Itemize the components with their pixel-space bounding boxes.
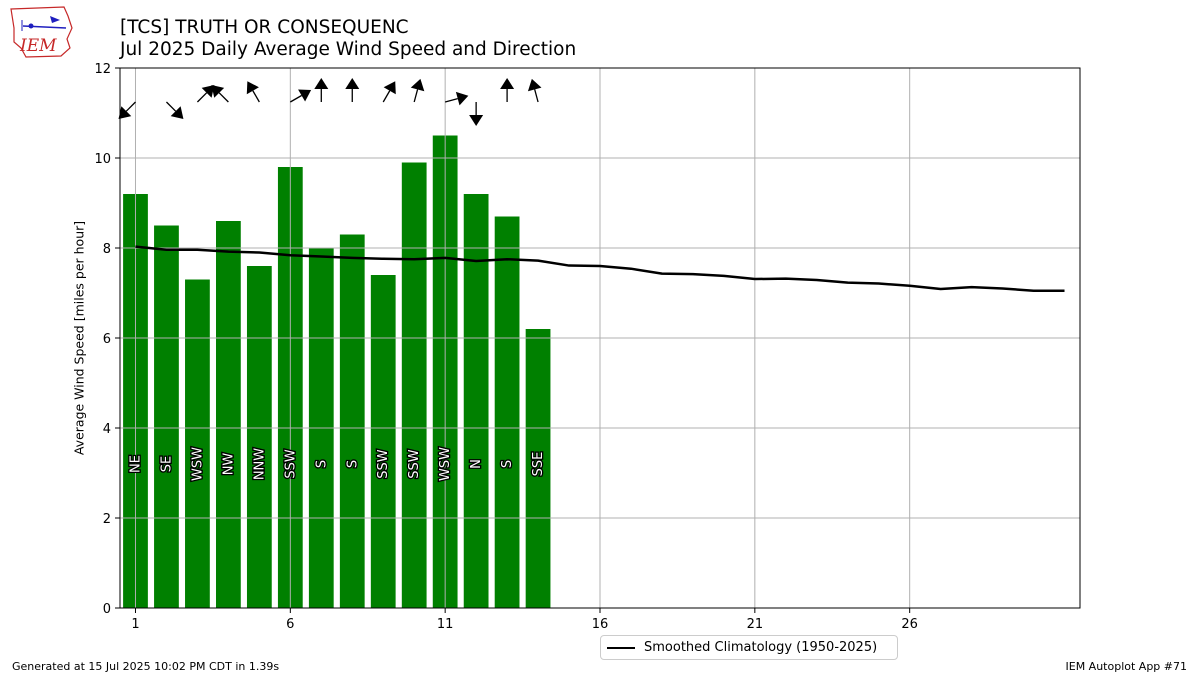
bar-day-13	[494, 216, 520, 608]
x-tick-label: 16	[592, 617, 609, 632]
legend-label: Smoothed Climatology (1950-2025)	[644, 640, 878, 655]
wind-arrow-head	[298, 89, 312, 102]
y-tick-label: 8	[103, 242, 111, 257]
direction-label: NE	[128, 455, 143, 473]
wind-arrow-head	[118, 106, 132, 119]
wind-arrow-shaft	[534, 89, 539, 103]
y-tick-label: 12	[94, 62, 111, 77]
direction-label: S	[314, 460, 329, 468]
wind-arrow-head	[246, 81, 259, 95]
wind-arrow-head	[469, 115, 484, 126]
direction-label: SSW	[283, 449, 298, 479]
direction-label: SE	[159, 456, 174, 472]
direction-label: N	[469, 459, 484, 469]
x-tick-label: 1	[131, 617, 139, 632]
y-tick-label: 10	[94, 152, 111, 167]
wind-arrow-head	[201, 85, 215, 98]
bar-day-2	[154, 225, 179, 608]
direction-label: SSW	[376, 449, 391, 479]
iem-logo: IEM	[10, 6, 73, 58]
chart-title-station: [TCS] TRUTH OR CONSEQUENC	[120, 17, 409, 38]
x-tick-label: 6	[286, 617, 294, 632]
climatology-line	[135, 245, 1065, 292]
wind-arrow-shaft	[382, 90, 391, 103]
x-tick-label: 21	[747, 617, 764, 632]
bar-day-14	[525, 329, 551, 608]
legend-line-swatch	[607, 646, 635, 649]
wind-arrow-head	[527, 78, 542, 92]
wind-arrow-head	[455, 91, 469, 106]
bar-day-10	[401, 162, 427, 608]
y-tick-label: 4	[103, 422, 111, 437]
direction-label: SSE	[531, 452, 546, 477]
wind-arrow-head	[410, 78, 425, 92]
bar-day-4	[216, 221, 241, 608]
bar-day-5	[246, 266, 272, 608]
wind-arrow-shaft	[125, 101, 136, 112]
wind-arrow-shaft	[196, 92, 208, 103]
wind-arrow-head	[170, 106, 184, 119]
direction-label: S	[500, 460, 515, 468]
bar-day-8	[339, 234, 365, 608]
wind-arrow-head	[500, 78, 515, 89]
chart-title: Jul 2025 Daily Average Wind Speed and Di…	[120, 39, 577, 60]
direction-label: WSW	[438, 447, 453, 481]
x-tick-label: 26	[901, 617, 918, 632]
direction-label: S	[345, 460, 360, 468]
wind-arrow-shaft	[165, 101, 177, 112]
bar-day-3	[185, 279, 210, 608]
legend: Smoothed Climatology (1950-2025)	[600, 635, 898, 660]
bar-day-12	[463, 194, 489, 608]
wind-arrow-shaft	[218, 92, 229, 103]
wind-arrow-head	[314, 78, 329, 89]
direction-label: SSW	[407, 449, 422, 479]
direction-label: NW	[221, 453, 236, 476]
wind-arrow-head	[211, 85, 225, 98]
app-credit: IEM Autoplot App #71	[1065, 660, 1188, 673]
bar-day-9	[370, 275, 396, 608]
y-tick-label: 0	[103, 602, 111, 617]
wind-arrow-shaft	[252, 90, 260, 103]
logo-text: IEM	[19, 36, 57, 56]
direction-label: WSW	[190, 447, 205, 481]
direction-label: NNW	[252, 448, 267, 480]
x-tick-label: 11	[437, 617, 454, 632]
wind-arrow-head	[345, 78, 360, 89]
wind-arrow-shaft	[444, 98, 458, 103]
y-tick-label: 2	[103, 512, 111, 527]
y-tick-label: 6	[103, 332, 111, 347]
wind-arrow-head	[383, 81, 396, 95]
generated-timestamp: Generated at 15 Jul 2025 10:02 PM CDT in…	[12, 660, 280, 673]
wind-arrow-shaft	[289, 94, 302, 103]
wind-arrow-shaft	[413, 89, 419, 103]
